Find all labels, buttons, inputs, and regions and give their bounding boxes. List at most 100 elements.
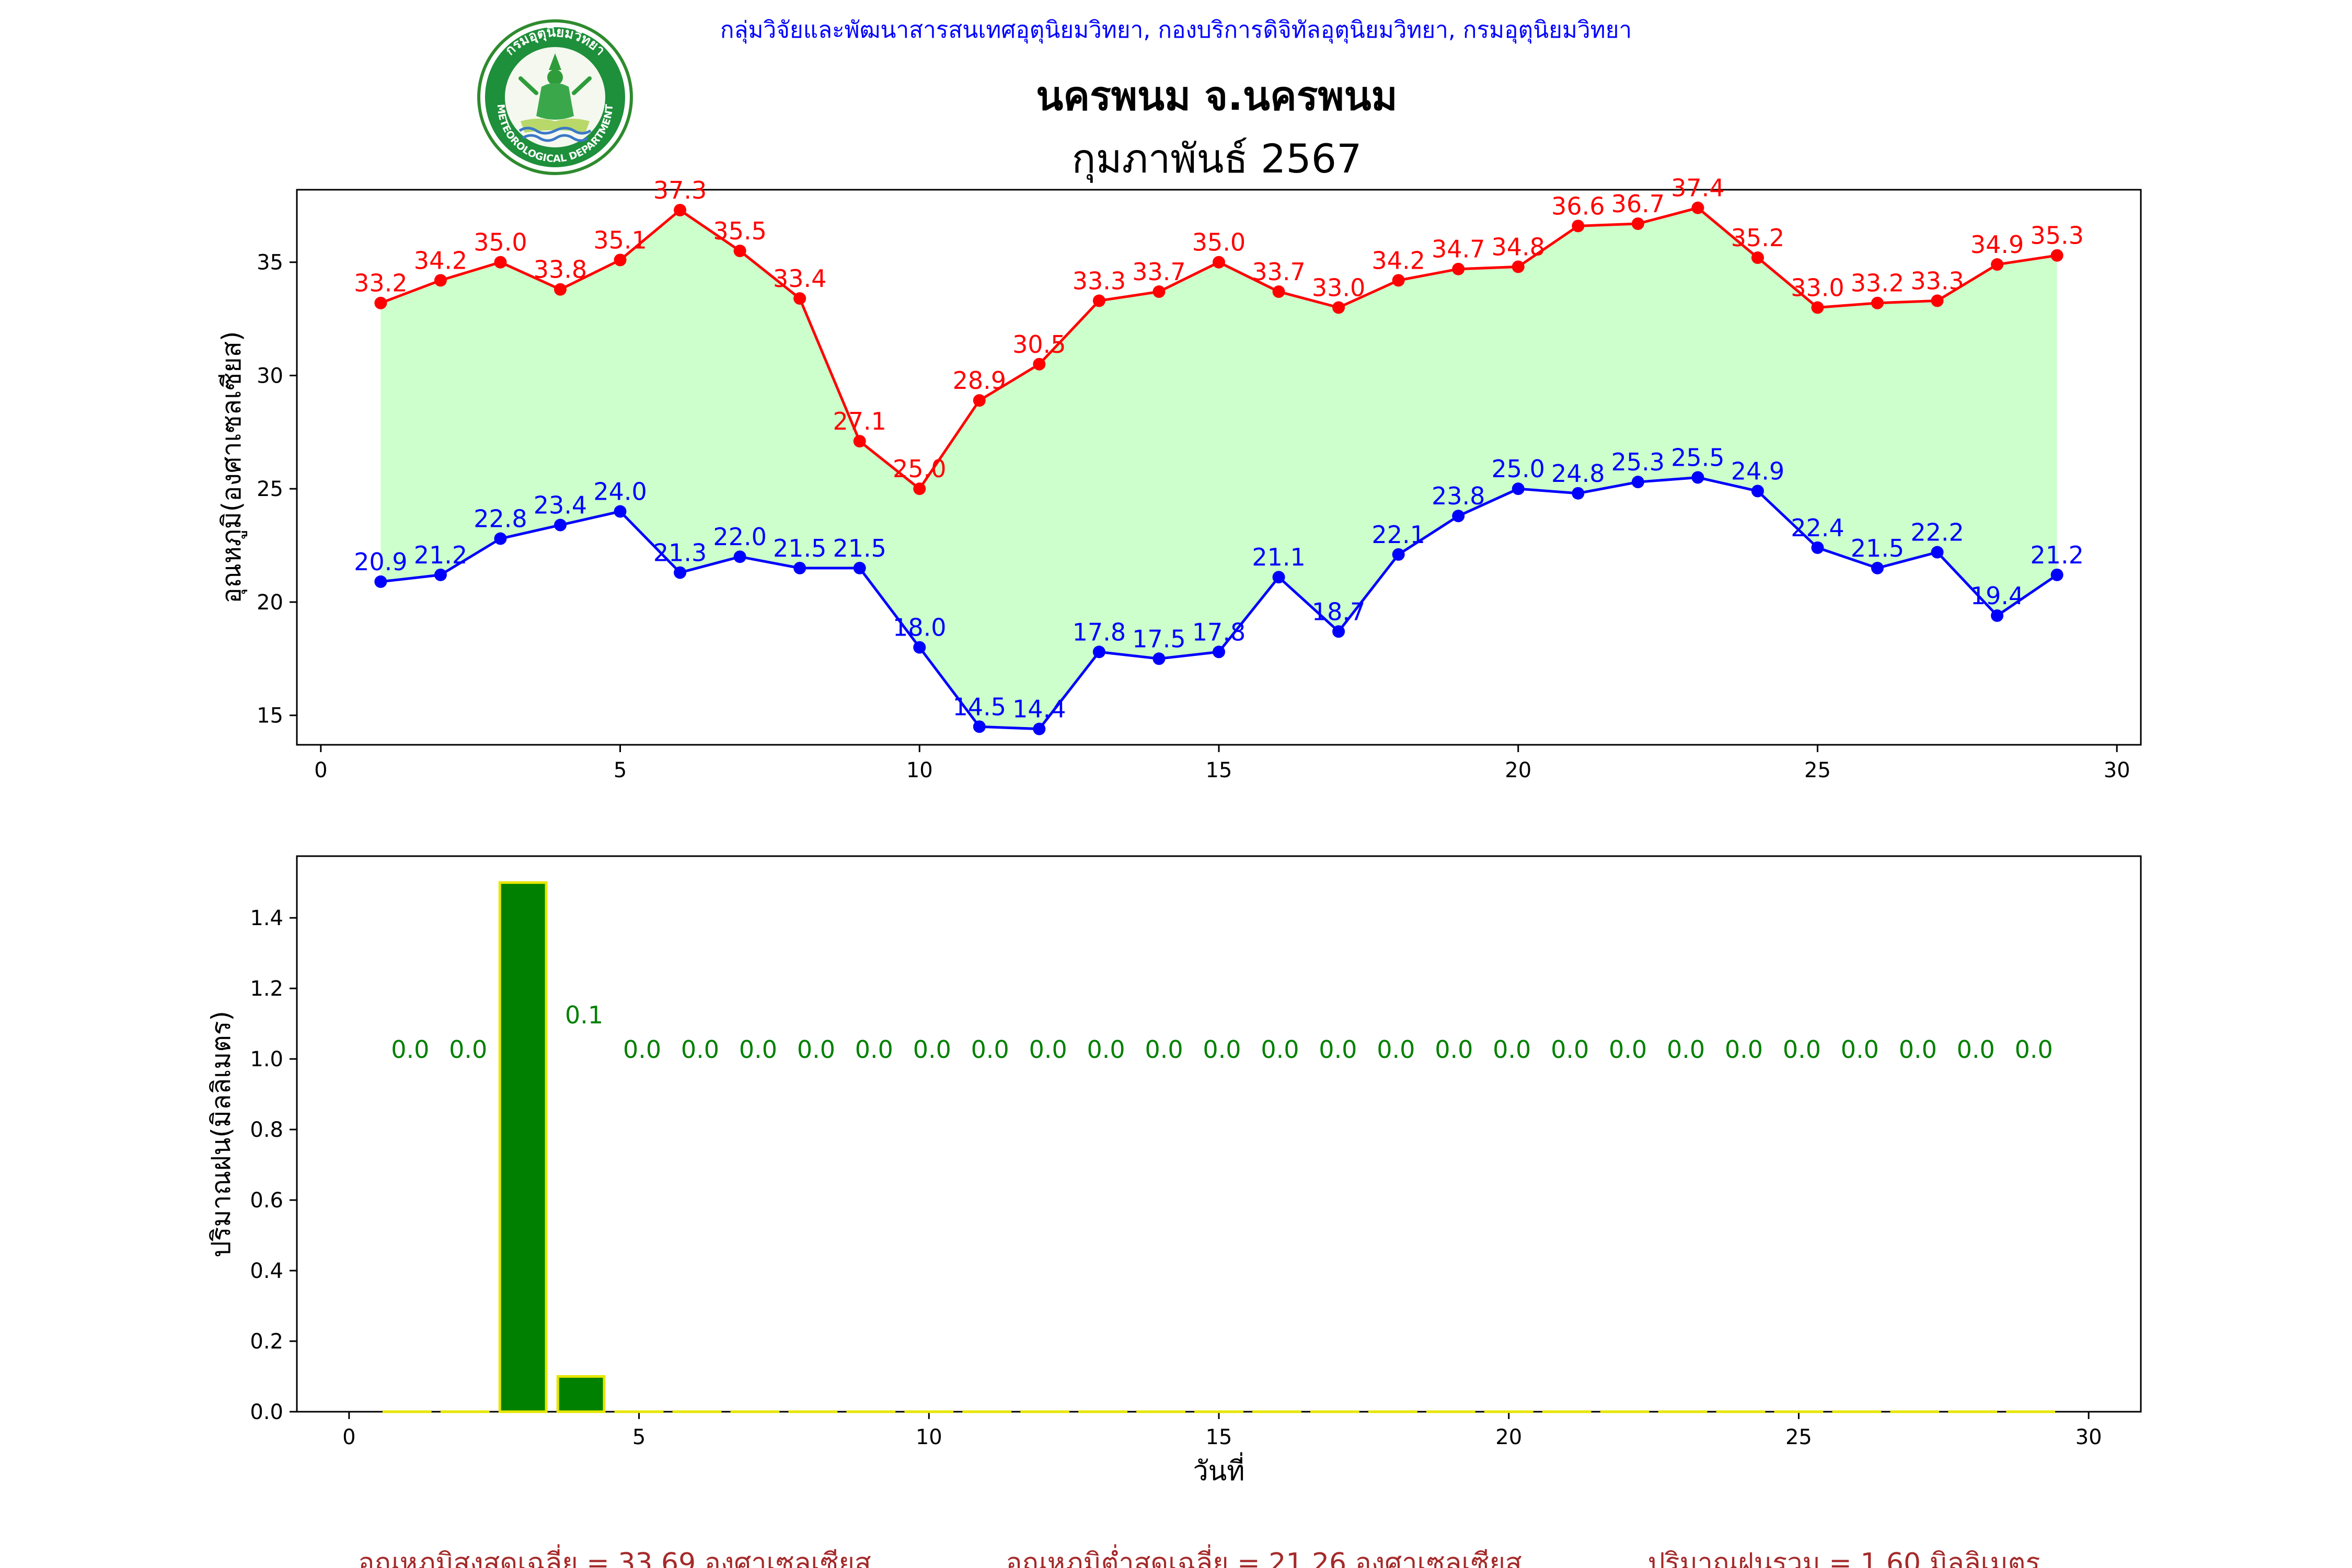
- x-tick-label: 5: [614, 758, 627, 782]
- min-temperature-point: [434, 568, 447, 581]
- max-temperature-label: 34.9: [1970, 230, 2024, 259]
- min-temperature-point: [2050, 568, 2063, 581]
- max-temperature-label: 37.4: [1671, 174, 1724, 202]
- max-temperature-point: [913, 482, 926, 495]
- min-temperature-point: [674, 566, 687, 579]
- min-temperature-point: [1631, 476, 1644, 489]
- rainfall-value-label: 0.0: [1957, 1035, 1995, 1064]
- min-temperature-point: [1272, 571, 1285, 584]
- max-temperature-point: [1332, 301, 1345, 314]
- rainfall-value-label: 0.0: [1551, 1035, 1589, 1064]
- x-tick-label: 30: [2104, 758, 2130, 782]
- min-temperature-label: 25.3: [1611, 448, 1665, 476]
- rainfall-value-label: 0.0: [1145, 1035, 1183, 1064]
- rainfall-value-label: 0.0: [1841, 1035, 1879, 1064]
- x-tick-label: 15: [1206, 758, 1232, 782]
- y-tick-label: 1.2: [250, 977, 283, 1001]
- max-temperature-point: [1272, 285, 1285, 298]
- y-tick-label: 0.8: [250, 1118, 283, 1142]
- rainfall-value-label: 0.0: [913, 1035, 951, 1064]
- max-temperature-label: 25.0: [893, 455, 946, 483]
- min-temperature-point: [494, 532, 507, 545]
- max-temperature-label: 35.5: [713, 217, 766, 245]
- rainfall-value-label: 0.0: [1319, 1035, 1357, 1064]
- max-temperature-point: [1811, 301, 1824, 314]
- max-temperature-label: 34.8: [1492, 233, 1545, 261]
- max-temperature-label: 35.3: [2030, 222, 2083, 250]
- max-temperature-point: [554, 283, 567, 296]
- x-tick-label: 10: [906, 758, 933, 782]
- min-temperature-label: 17.8: [1192, 618, 1246, 646]
- temperature-y-axis-label: อุณหภูมิ(องศาเซลเซียส): [216, 331, 247, 603]
- y-tick-label: 1.0: [250, 1047, 283, 1071]
- min-temperature-point: [1213, 645, 1225, 659]
- y-tick-label: 20: [257, 591, 283, 615]
- rainfall-value-label: 0.0: [855, 1035, 893, 1064]
- max-temperature-label: 33.8: [534, 256, 587, 284]
- max-temperature-point: [494, 256, 507, 269]
- max-temperature-point: [733, 245, 746, 258]
- x-tick-label: 25: [1785, 1425, 1812, 1449]
- min-temperature-point: [1572, 487, 1585, 500]
- min-temperature-point: [554, 518, 567, 532]
- max-temperature-point: [614, 253, 627, 267]
- max-temperature-point: [1572, 220, 1585, 233]
- min-temperature-label: 21.2: [2030, 541, 2083, 569]
- min-temperature-point: [1751, 485, 1764, 498]
- min-temperature-label: 24.0: [593, 478, 647, 506]
- x-tick-label: 20: [1495, 1425, 1522, 1449]
- max-temperature-label: 33.7: [1252, 258, 1305, 286]
- y-tick-label: 15: [257, 704, 283, 728]
- min-temperature-label: 21.5: [833, 534, 886, 562]
- max-temperature-point: [1213, 256, 1225, 269]
- max-temperature-label: 33.2: [1851, 269, 1904, 297]
- min-temperature-label: 18.7: [1312, 597, 1365, 626]
- y-tick-label: 35: [257, 251, 283, 275]
- max-temperature-label: 34.2: [414, 246, 467, 274]
- min-temperature-label: 23.8: [1432, 482, 1485, 510]
- x-tick-label: 30: [2076, 1425, 2102, 1449]
- min-temperature-point: [1811, 541, 1824, 554]
- min-temperature-point: [973, 720, 986, 733]
- min-temperature-label: 22.0: [713, 523, 766, 551]
- rainfall-value-label: 0.0: [739, 1035, 777, 1064]
- max-temperature-label: 37.3: [653, 176, 707, 204]
- chart-title-line1: นครพนม จ.นครพนม: [1036, 73, 1397, 119]
- rainfall-value-label: 0.0: [623, 1035, 661, 1064]
- max-temperature-label: 33.2: [354, 269, 407, 297]
- min-temperature-point: [374, 575, 387, 588]
- min-temperature-label: 17.8: [1073, 618, 1126, 646]
- min-temperature-label: 18.0: [893, 614, 946, 642]
- rainfall-value-label: 0.0: [971, 1035, 1009, 1064]
- min-temperature-label: 21.2: [414, 541, 467, 569]
- rainfall-y-axis-label: ปริมาณฝน(มิลลิเมตร): [206, 1011, 236, 1258]
- min-temperature-label: 21.5: [1851, 534, 1904, 562]
- max-temperature-label: 33.3: [1073, 267, 1126, 295]
- min-temperature-point: [853, 561, 866, 574]
- rainfall-value-label: 0.0: [391, 1035, 429, 1064]
- rainfall-value-label: 0.0: [2015, 1035, 2053, 1064]
- max-temperature-point: [374, 296, 387, 309]
- min-temperature-point: [1332, 625, 1345, 638]
- max-temperature-point: [1092, 294, 1105, 307]
- max-temperature-label: 33.0: [1312, 273, 1365, 302]
- max-temperature-label: 34.2: [1371, 246, 1425, 274]
- max-temperature-point: [853, 435, 866, 448]
- rainfall-value-label: 0.0: [1203, 1035, 1241, 1064]
- max-temperature-label: 35.0: [1192, 228, 1246, 257]
- rainfall-value-label: 0.0: [1725, 1035, 1763, 1064]
- min-temperature-label: 21.3: [653, 539, 707, 567]
- rainfall-value-label: 0.0: [1377, 1035, 1415, 1064]
- max-temperature-label: 27.1: [833, 407, 886, 435]
- max-temperature-point: [674, 204, 687, 217]
- min-temperature-point: [1931, 546, 1944, 559]
- rainfall-value-label: 0.0: [1087, 1035, 1125, 1064]
- max-temperature-label: 35.2: [1731, 224, 1784, 252]
- max-temperature-label: 28.9: [953, 366, 1006, 395]
- y-tick-label: 0.0: [250, 1400, 283, 1424]
- min-temperature-label: 20.9: [354, 548, 407, 576]
- meteorological-department-logo: กรมอุตุนิยมวิทยา METEOROLOGICAL DEPARTME…: [477, 19, 633, 175]
- max-temperature-label: 33.7: [1132, 258, 1185, 286]
- rainfall-value-label: 0.1: [565, 1001, 603, 1029]
